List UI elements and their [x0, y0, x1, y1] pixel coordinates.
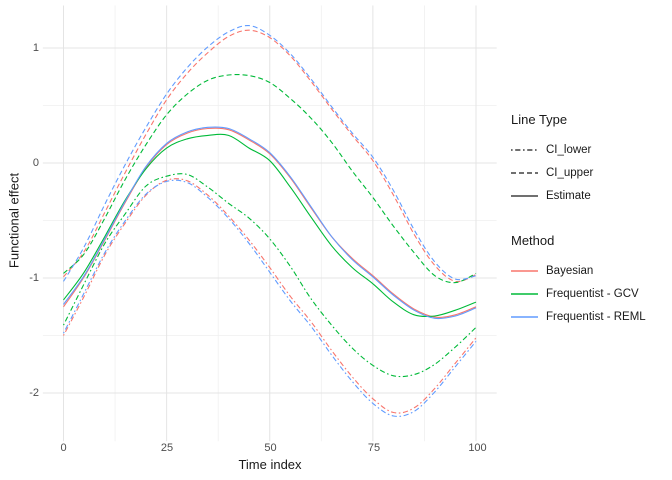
- legend-title-linetype: Line Type: [511, 112, 568, 127]
- legend-label-ci-lower: CI_lower: [546, 143, 592, 156]
- x-tick-25: 25: [160, 442, 174, 454]
- y-tick-0: 0: [32, 157, 39, 169]
- bayesian-color-key-icon: [511, 269, 538, 272]
- legend-item-bayesian: Bayesian: [511, 259, 669, 282]
- legend-title-method: Method: [511, 233, 555, 248]
- y-tick-neg1: -1: [29, 272, 39, 284]
- series-lines: [63, 25, 477, 417]
- series-line-bayesian-ci-lower: [63, 178, 477, 414]
- series-line-bayesian-ci-upper: [63, 29, 477, 283]
- estimate-linetype-key-icon: [511, 194, 538, 197]
- grid-major-lines: [42, 5, 497, 442]
- legend-label-ci-upper: CI_upper: [546, 166, 594, 179]
- y-axis-title: Functional effect: [6, 172, 22, 269]
- x-tick-0: 0: [60, 442, 67, 454]
- legend-group-linetype: Line Type CI_lower CI_upper Estimate: [511, 112, 669, 207]
- x-tick-75: 75: [367, 442, 381, 454]
- x-tick-50: 50: [264, 442, 277, 454]
- legend-item-frequentist-gcv: Frequentist - GCV: [511, 282, 669, 305]
- frequentist-reml-color-key-icon: [511, 315, 538, 318]
- series-line-bayesian-estimate: [63, 127, 477, 318]
- legend-label-bayesian: Bayesian: [546, 264, 594, 277]
- series-line-frequentist-reml-estimate: [63, 126, 477, 320]
- legend-item-estimate: Estimate: [511, 184, 669, 207]
- x-axis-title: Time index: [238, 457, 302, 472]
- legend-item-ci-upper: CI_upper: [511, 161, 669, 184]
- ci-upper-linetype-key-icon: [511, 171, 538, 174]
- legend-group-method: Method Bayesian Frequentist - GCV Freque…: [511, 233, 669, 328]
- ci-lower-linetype-key-icon: [511, 148, 538, 151]
- legend: Line Type CI_lower CI_upper Estimate Met…: [511, 112, 669, 328]
- legend-item-frequentist-reml: Frequentist - REML: [511, 305, 669, 328]
- series-line-frequentist-reml-ci-upper: [63, 25, 477, 282]
- legend-label-frequentist-gcv: Frequentist - GCV: [546, 287, 639, 300]
- x-tick-100: 100: [468, 442, 487, 454]
- frequentist-gcv-color-key-icon: [511, 292, 538, 295]
- legend-item-ci-lower: CI_lower: [511, 138, 669, 161]
- legend-label-frequentist-reml: Frequentist - REML: [546, 310, 646, 323]
- series-line-frequentist-gcv-ci-upper: [63, 74, 477, 284]
- series-line-frequentist-reml-ci-lower: [63, 179, 477, 417]
- legend-label-estimate: Estimate: [546, 189, 591, 202]
- y-tick-1: 1: [32, 42, 39, 54]
- series-line-frequentist-gcv-ci-lower: [63, 173, 477, 378]
- y-tick-neg2: -2: [29, 387, 39, 399]
